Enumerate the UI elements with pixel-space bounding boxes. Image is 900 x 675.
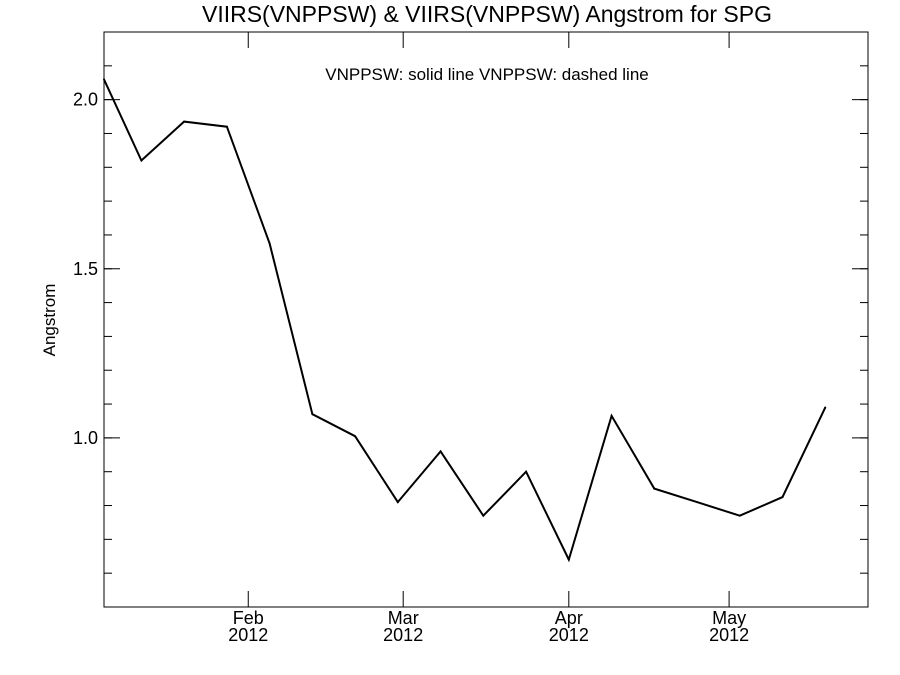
data-point xyxy=(268,242,271,245)
data-point xyxy=(140,159,143,162)
x-tick-label-year: 2012 xyxy=(383,625,423,645)
chart-title: VIIRS(VNPPSW) & VIIRS(VNPPSW) Angstrom f… xyxy=(202,1,772,27)
axis-ticks xyxy=(104,32,868,607)
legend-text: VNPPSW: solid line VNPPSW: dashed line xyxy=(325,65,648,84)
x-tick-label-month: Apr xyxy=(555,608,583,628)
data-point xyxy=(482,514,485,517)
x-tick-label-year: 2012 xyxy=(709,625,749,645)
x-tick-label-month: Feb xyxy=(233,608,264,628)
data-point xyxy=(738,514,741,517)
x-tick-label-year: 2012 xyxy=(228,625,268,645)
x-tick-label-year: 2012 xyxy=(549,625,589,645)
y-tick-label: 1.5 xyxy=(73,259,98,279)
plot-frame xyxy=(103,31,869,608)
x-tick-label-month: May xyxy=(712,608,746,628)
series-line-solid xyxy=(103,78,827,563)
series-lines xyxy=(103,78,827,563)
data-point xyxy=(396,501,399,504)
data-point xyxy=(610,414,613,417)
y-tick-label: 2.0 xyxy=(73,90,98,110)
data-point xyxy=(781,496,784,499)
data-point xyxy=(525,470,528,473)
data-point xyxy=(653,487,656,490)
x-tick-label-month: Mar xyxy=(388,608,419,628)
data-point xyxy=(354,435,357,438)
y-tick-label: 1.0 xyxy=(73,428,98,448)
data-point xyxy=(183,120,186,123)
data-point xyxy=(824,406,827,409)
y-axis-label: Angstrom xyxy=(40,284,59,357)
data-point xyxy=(567,558,570,561)
data-point xyxy=(103,78,105,81)
data-point xyxy=(225,125,228,128)
data-point xyxy=(311,413,314,416)
data-point xyxy=(696,501,699,504)
data-point xyxy=(439,450,442,453)
